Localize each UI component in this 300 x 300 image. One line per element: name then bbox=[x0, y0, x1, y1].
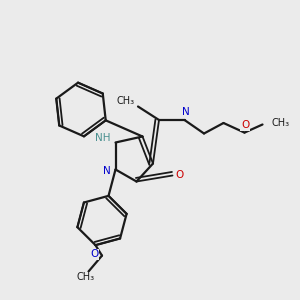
Text: O: O bbox=[241, 120, 249, 130]
Text: N: N bbox=[103, 166, 110, 176]
Text: NH: NH bbox=[95, 133, 111, 143]
Text: O: O bbox=[90, 249, 99, 259]
Text: N: N bbox=[182, 106, 190, 117]
Text: CH₃: CH₃ bbox=[272, 118, 290, 128]
Text: CH₃: CH₃ bbox=[116, 96, 134, 106]
Text: O: O bbox=[175, 169, 183, 180]
Text: CH₃: CH₃ bbox=[76, 272, 94, 283]
